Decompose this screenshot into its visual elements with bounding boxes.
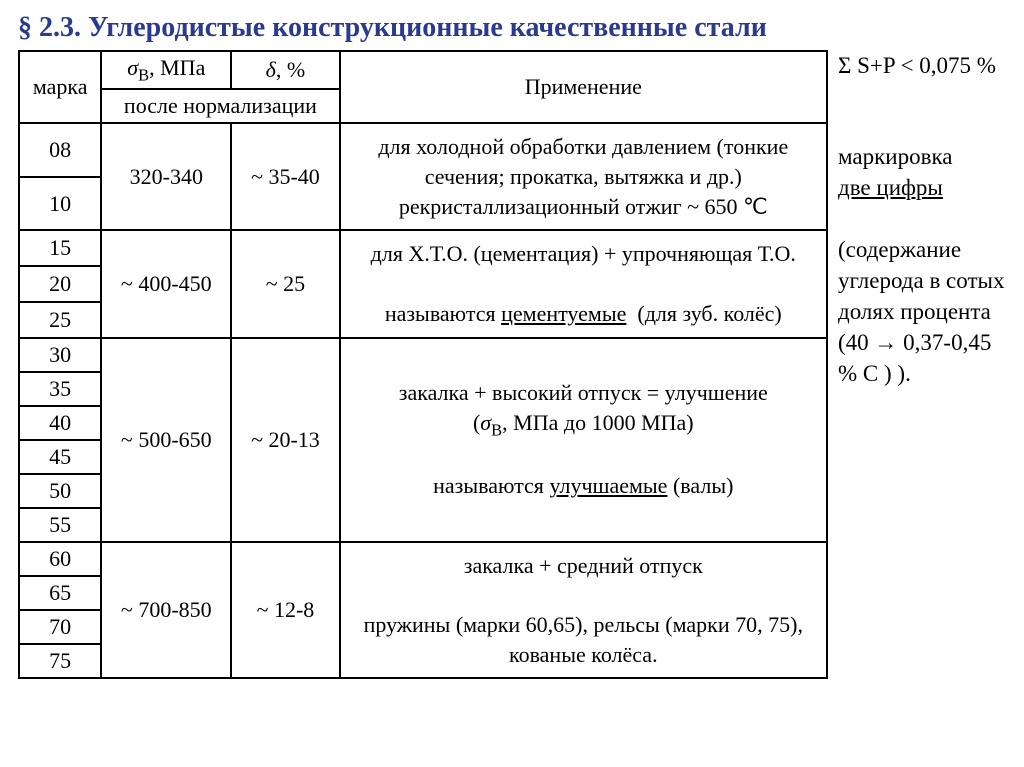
sum-formula: Σ S+P < 0,075 % <box>838 50 1006 81</box>
col-sigma: σВ, МПа <box>101 51 231 89</box>
sigma-sub: В <box>138 65 149 84</box>
page-title: § 2.3. Углеродистые конструкционные каче… <box>18 12 1006 44</box>
cell-mark: 45 <box>19 440 101 474</box>
cell-delta: ~ 20-13 <box>231 338 339 542</box>
cell-delta: ~ 25 <box>231 230 339 337</box>
delta-unit: , % <box>276 57 305 82</box>
steel-table: марка σВ, МПа δ, % Применение после норм… <box>18 50 828 679</box>
cell-mark: 30 <box>19 338 101 372</box>
cell-mark: 25 <box>19 302 101 338</box>
cell-mark: 35 <box>19 372 101 406</box>
cell-delta: ~ 12-8 <box>231 542 339 679</box>
sigma-unit: , МПа <box>149 55 205 80</box>
cell-mark: 70 <box>19 610 101 644</box>
table-row: 30~ 500-650~ 20-13закалка + высокий отпу… <box>19 338 827 372</box>
cell-mark: 10 <box>19 177 101 231</box>
table-body: 08320-340~ 35-40для холодной обработки д… <box>19 123 827 678</box>
table-row: 08320-340~ 35-40для холодной обработки д… <box>19 123 827 177</box>
table-row: 15~ 400-450~ 25для Х.Т.О. (цементация) +… <box>19 230 827 266</box>
marking-note: маркировкадве цифры(содержание углерода … <box>838 141 1006 389</box>
cell-sigma: 320-340 <box>101 123 231 230</box>
cell-mark: 15 <box>19 230 101 266</box>
table-row: 60~ 700-850~ 12-8закалка + средний отпус… <box>19 542 827 576</box>
cell-mark: 08 <box>19 123 101 177</box>
col-after-norm: после нормализации <box>101 89 339 123</box>
cell-mark: 65 <box>19 576 101 610</box>
cell-delta: ~ 35-40 <box>231 123 339 230</box>
col-application: Применение <box>340 51 827 123</box>
cell-mark: 60 <box>19 542 101 576</box>
cell-application: закалка + средний отпускпружины (марки 6… <box>340 542 827 679</box>
delta-sym: δ <box>266 57 276 82</box>
cell-sigma: ~ 500-650 <box>101 338 231 542</box>
cell-mark: 40 <box>19 406 101 440</box>
cell-sigma: ~ 700-850 <box>101 542 231 679</box>
cell-application: для Х.Т.О. (цементация) + упрочняющая Т.… <box>340 230 827 337</box>
cell-mark: 55 <box>19 508 101 542</box>
col-delta: δ, % <box>231 51 339 89</box>
content-row: марка σВ, МПа δ, % Применение после норм… <box>18 50 1006 679</box>
sigma-sym: σ <box>127 55 138 80</box>
cell-application: закалка + высокий отпуск = улучшение(σВ,… <box>340 338 827 542</box>
cell-mark: 50 <box>19 474 101 508</box>
col-marka: марка <box>19 51 101 123</box>
table-head: марка σВ, МПа δ, % Применение после норм… <box>19 51 827 123</box>
cell-mark: 20 <box>19 266 101 302</box>
side-notes: Σ S+P < 0,075 % маркировкадве цифры(соде… <box>828 50 1006 389</box>
cell-application: для холодной обработки давлением (тонкие… <box>340 123 827 230</box>
cell-mark: 75 <box>19 644 101 678</box>
cell-sigma: ~ 400-450 <box>101 230 231 337</box>
